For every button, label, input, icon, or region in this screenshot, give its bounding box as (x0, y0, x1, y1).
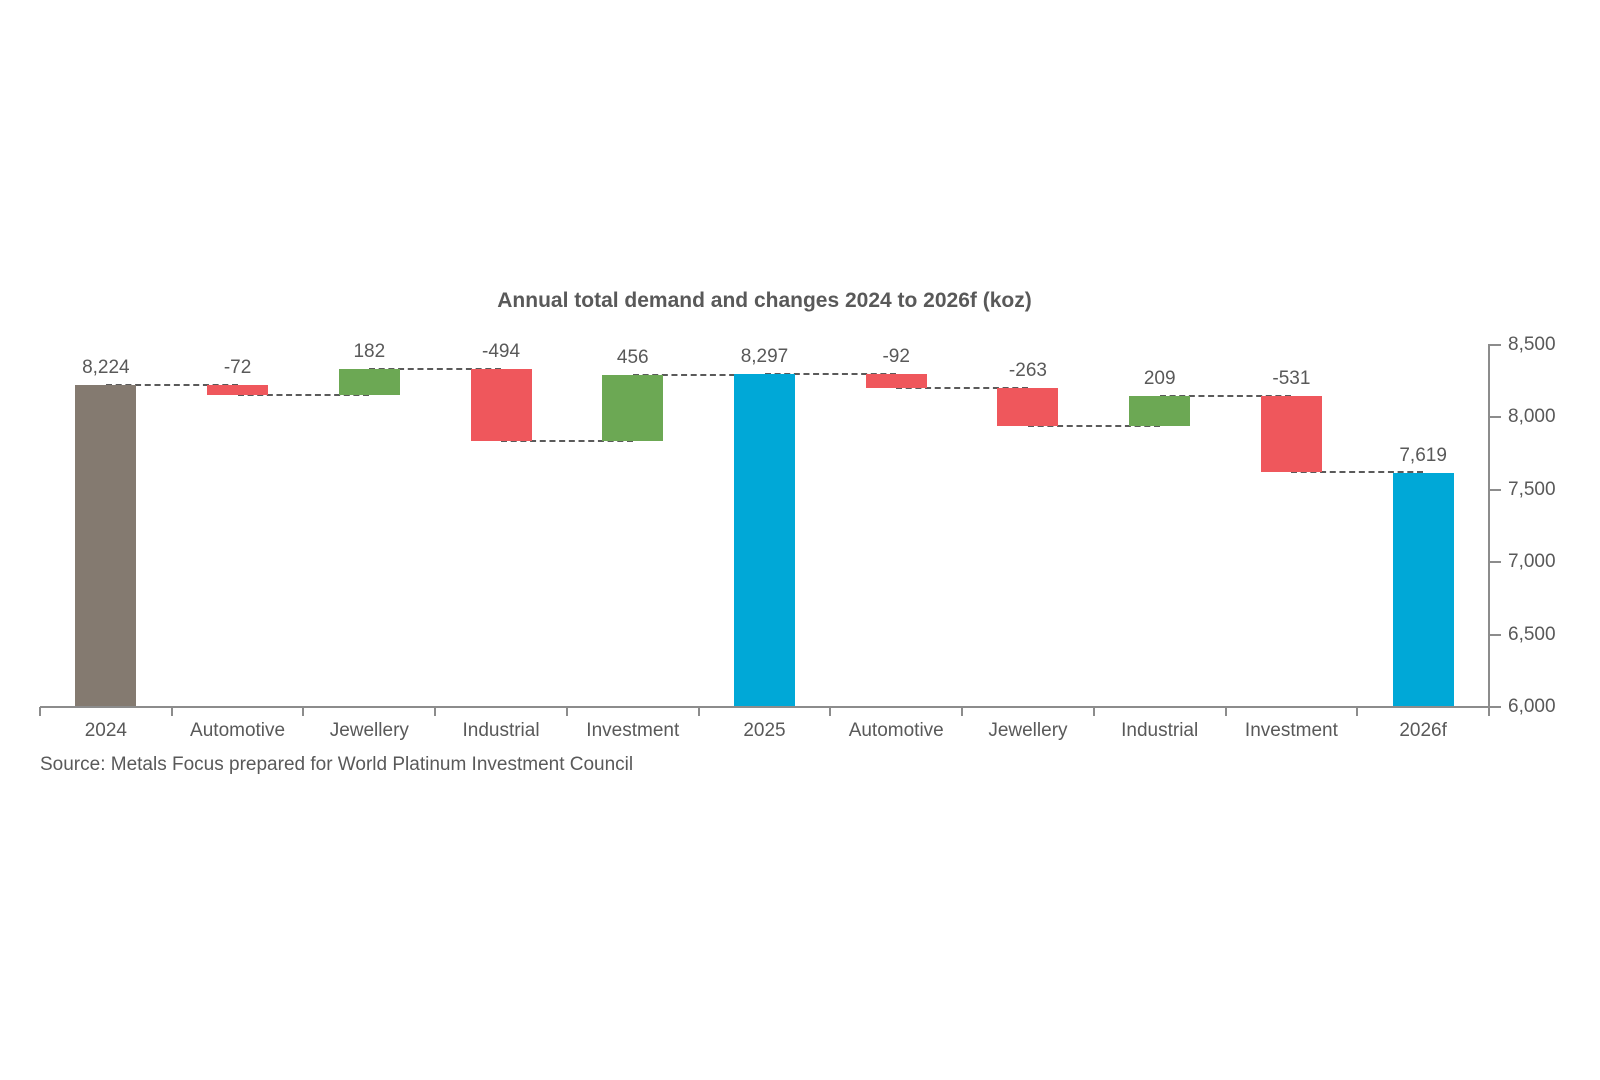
waterfall-bar-total (1392, 472, 1454, 707)
y-axis-tick (1488, 344, 1501, 346)
waterfall-bar-increase (602, 374, 664, 441)
category-label: Jewellery (988, 720, 1068, 741)
waterfall-bar-increase (1129, 395, 1191, 426)
x-axis-tick (1488, 707, 1490, 716)
x-axis-tick (1356, 707, 1359, 716)
category-label: 2024 (84, 720, 127, 741)
connector-line (896, 386, 1028, 389)
source-note: Source: Metals Focus prepared for World … (40, 754, 634, 775)
category-label: Investment (586, 720, 680, 741)
category-label: Automotive (848, 720, 944, 741)
waterfall-bar-start (75, 384, 137, 707)
x-axis-tick (170, 707, 173, 716)
y-axis-tick-label: 6,000 (1508, 696, 1556, 717)
waterfall-bar-decrease (1260, 395, 1322, 473)
y-axis-tick-label: 6,500 (1508, 623, 1556, 645)
y-axis-tick-label: 8,500 (1508, 334, 1556, 355)
y-axis-tick-label: 8,000 (1508, 406, 1556, 428)
waterfall-bar-increase (338, 369, 400, 396)
y-axis-tick (1488, 706, 1501, 708)
waterfall-bar-decrease (865, 374, 927, 388)
bar-value-label: 456 (616, 346, 649, 368)
y-axis-tick-label: 7,000 (1508, 551, 1556, 573)
x-axis-tick (39, 707, 41, 716)
x-axis-tick (565, 707, 568, 716)
x-axis-tick (961, 707, 964, 716)
bar-value-label: -531 (1272, 367, 1311, 389)
y-axis-tick (1488, 416, 1501, 419)
category-label: Industrial (1121, 720, 1199, 741)
category-label: Industrial (462, 720, 540, 741)
y-axis-tick-label: 7,500 (1508, 478, 1556, 500)
bar-value-label: 7,619 (1399, 444, 1447, 466)
connector-line (237, 394, 370, 397)
bar-value-label: 8,297 (740, 346, 789, 368)
bar-value-label: 8,224 (82, 356, 130, 378)
connector-line (764, 373, 897, 376)
chart-title: Annual total demand and changes 2024 to … (497, 289, 1032, 312)
category-label: Automotive (190, 720, 286, 741)
y-axis-tick (1488, 488, 1501, 491)
connector-line (501, 439, 633, 442)
bar-value-label: -92 (882, 346, 910, 368)
bar-value-label: -72 (223, 356, 252, 378)
bar-value-label: -494 (482, 341, 521, 363)
category-label: 2025 (743, 720, 786, 741)
y-axis-tick (1488, 633, 1501, 636)
x-axis-tick (697, 707, 700, 716)
waterfall-bar-decrease (207, 384, 269, 396)
bar-value-label: -263 (1008, 359, 1047, 381)
connector-line (1027, 424, 1160, 427)
waterfall-bar-total (734, 374, 795, 707)
y-axis-tick (1488, 561, 1501, 564)
bar-value-label: 182 (353, 341, 386, 363)
waterfall-bar-decrease (470, 369, 532, 441)
x-axis-tick (434, 707, 437, 716)
x-axis-tick (829, 707, 832, 716)
waterfall-bar-decrease (997, 387, 1059, 426)
x-axis-line (40, 706, 1489, 708)
connector-line (1159, 394, 1292, 397)
category-label: Investment (1244, 720, 1338, 741)
category-label: Jewellery (329, 720, 409, 741)
x-axis-tick (302, 707, 305, 716)
connector-line (105, 383, 238, 386)
category-label: 2026f (1399, 720, 1447, 741)
connector-line (1291, 471, 1424, 474)
x-axis-tick (1092, 707, 1095, 716)
connector-line (369, 368, 502, 371)
x-axis-tick (1224, 707, 1227, 716)
connector-line (632, 373, 765, 376)
bar-value-label: 209 (1143, 367, 1176, 389)
y-axis-line (1488, 345, 1490, 707)
